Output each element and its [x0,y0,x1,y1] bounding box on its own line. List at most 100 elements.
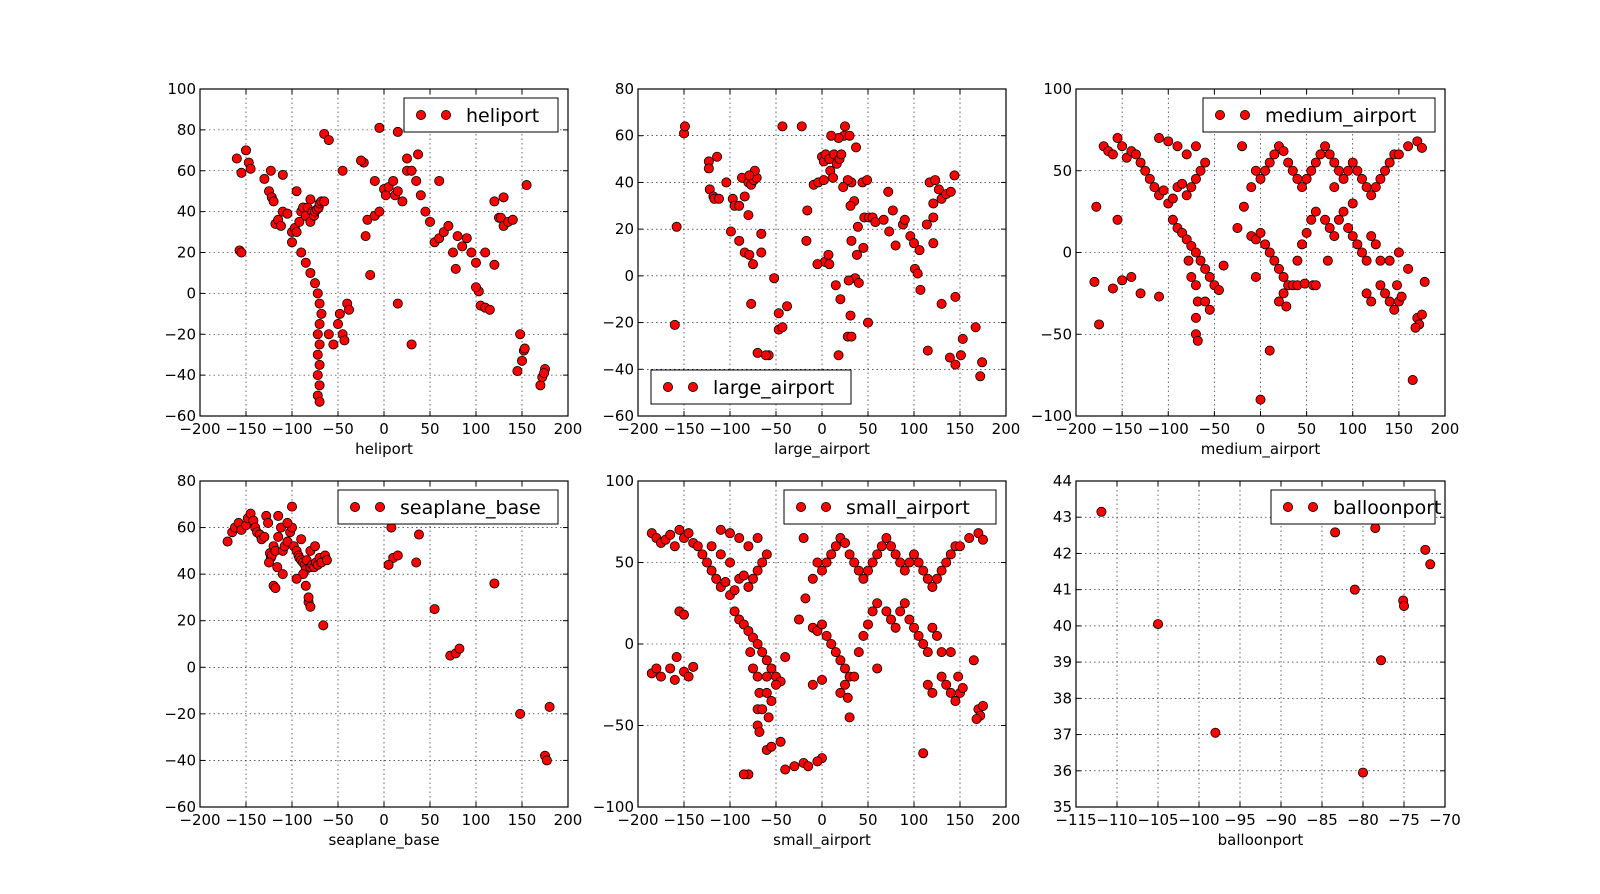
scatter-point [291,573,302,584]
scatter-point [927,687,938,698]
x-axis-title: large_airport [774,440,870,459]
y-tick-label: 0 [186,284,196,302]
scatter-point [466,247,477,258]
y-tick-label: −50 [602,717,634,735]
scatter-point [748,573,759,584]
scatter-point [512,366,523,377]
scatter-point [1218,260,1229,271]
y-tick-label: 39 [1053,653,1072,671]
axes-frame [637,88,1007,417]
scatter-point [1396,291,1407,302]
scatter-point [1190,247,1201,258]
scatter-point [521,180,532,191]
x-tick-label: 200 [554,811,583,829]
scatter-point [1392,280,1403,291]
scatter-point [766,663,777,674]
scatter-point [1186,272,1197,283]
scatter-point [1255,173,1266,184]
scatter-point [1370,239,1381,250]
scatter-point [544,701,555,712]
scatter-point [932,573,943,584]
scatter-point [406,339,417,350]
scatter-point [263,557,274,568]
scatter-point [933,184,944,195]
scatter-point [1310,206,1321,217]
scatter-point [852,221,863,232]
scatter-point [1154,291,1165,302]
subplot-heliport: −200 −150 −100 −50 0 50 100 150 200−60−40−200204… [164,80,582,458]
scatter-point [1347,198,1358,209]
scatter-point [1375,173,1386,184]
scatter-point [312,288,323,299]
scatter-point [1287,165,1298,176]
scatter-point [305,267,316,278]
scatter-point [1343,222,1354,233]
x-tick-label: 150 [946,811,975,829]
subplot-large_airport: −200 −150 −100 −50 0 50 100 150 200−60−40−200204… [602,80,1020,459]
scatter-point [692,541,703,552]
scatter-point [904,557,915,568]
scatter-point [457,241,468,252]
scatter-point [909,622,920,633]
scatter-point [851,249,862,260]
scatter-point [936,671,947,682]
scatter-point [845,200,856,211]
scatter-point [231,153,242,164]
scatter-point [392,550,403,561]
scatter-point [450,263,461,274]
scatter-point [950,291,961,302]
scatter-point [1329,157,1340,168]
scatter-point [535,380,546,391]
x-tick-label: −150 [225,811,266,829]
scatter-point [842,175,853,186]
scatter-point [812,756,823,767]
scatter-point [388,175,399,186]
legend-label: medium_airport [1265,105,1416,127]
x-tick-label: −50 [1199,420,1231,438]
scatter-point [849,557,860,568]
scatter-point [922,679,933,690]
scatter-point [843,275,854,286]
scatter-point [1190,312,1201,323]
scatter-point [328,339,339,350]
scatter-point [305,601,316,612]
scatter-point [763,712,774,723]
scatter-point [941,679,952,690]
x-tick-label: −70 [1429,811,1461,829]
scatter-point [1403,141,1414,152]
x-tick-label: 150 [946,420,975,438]
scatter-point [978,534,989,545]
x-tick-label: −95 [1224,811,1256,829]
scatter-point [713,193,724,204]
legend-marker [349,501,360,512]
scatter-point [669,674,680,685]
scatter-point [498,192,509,203]
scatter-point [702,557,713,568]
scatter-point [922,647,933,658]
y-tick-label: 60 [177,519,196,537]
legend-marker [1283,501,1294,512]
scatter-point [798,533,809,544]
legend-marker [1215,110,1226,121]
scatter-point [835,687,846,698]
scatter-point [392,298,403,309]
scatter-point [846,235,857,246]
y-tick-label: −100 [1031,407,1072,425]
axes-frame [199,480,569,808]
scatter-point [401,153,412,164]
scatter-point [1204,304,1215,315]
scatter-point [1181,149,1192,160]
x-tick-label: 150 [508,811,537,829]
scatter-point [711,573,722,584]
y-tick-label: 20 [177,244,196,262]
scatter-point [365,269,376,280]
scatter-point [383,559,394,570]
scatter-point [300,257,311,268]
x-tick-label: −100 [1178,811,1219,829]
scatter-point [671,221,682,232]
scatter-point [240,145,251,156]
axes-frame [199,88,569,417]
scatter-point [853,647,864,658]
scatter-point [858,573,869,584]
scatter-point [1292,255,1303,266]
